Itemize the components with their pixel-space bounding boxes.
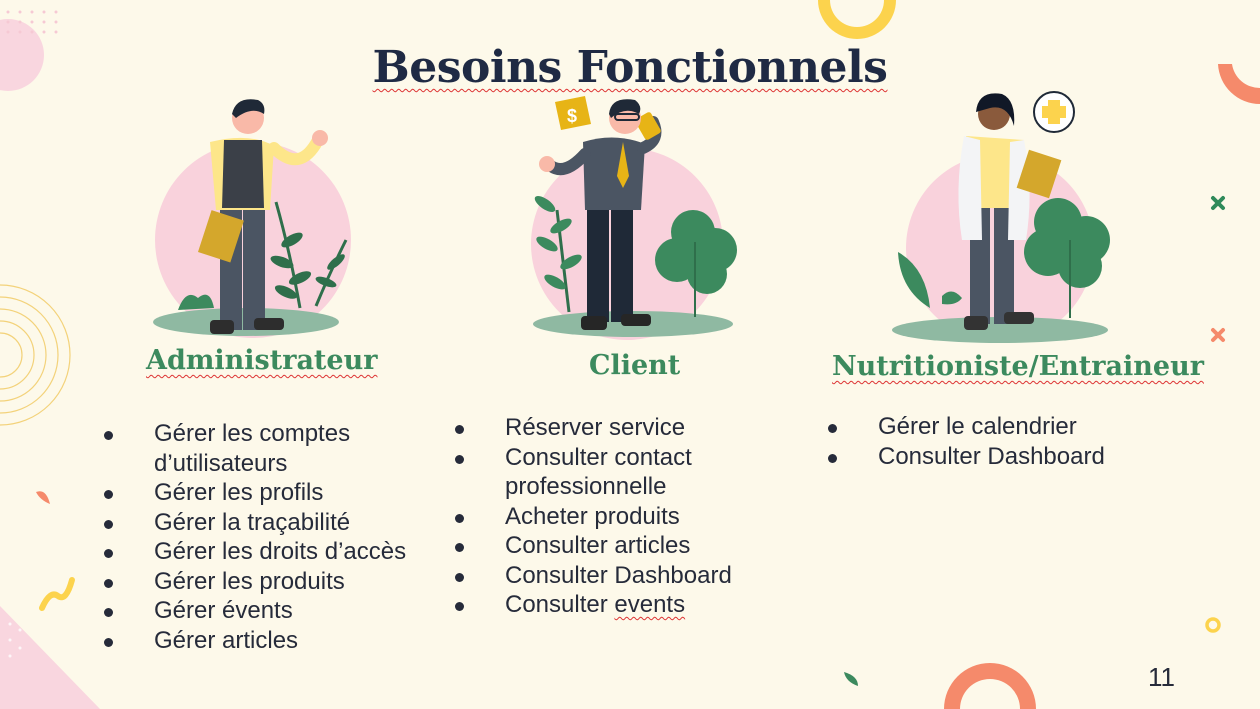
- client-illustration: $: [531, 96, 737, 340]
- yellow-ring-decoration: [818, 0, 896, 39]
- slide-title: Besoins Fonctionnels: [372, 42, 888, 93]
- list-item: Gérer les comptes d’utilisateurs: [104, 419, 424, 478]
- list-item: Consulter Dashboard: [455, 561, 775, 591]
- list-item: Gérer évents: [104, 596, 424, 626]
- coral-cross-decoration: [1211, 328, 1225, 342]
- role-client: Client: [589, 350, 681, 381]
- coral-half-ring-decoration: [944, 663, 1036, 709]
- list-item: Gérer les droits d’accès: [104, 537, 424, 567]
- svg-text:$: $: [567, 106, 577, 126]
- yellow-small-ring-decoration: [1205, 617, 1221, 633]
- list-item: Gérer les profils: [104, 478, 424, 508]
- list-item: Consulter contact professionnelle: [455, 443, 775, 502]
- list-item: Gérer le calendrier: [828, 412, 1168, 442]
- list-item: Gérer la traçabilité: [104, 508, 424, 538]
- green-leaf-decoration: [844, 672, 858, 686]
- green-cross-decoration: [1211, 196, 1225, 210]
- list-item: Acheter produits: [455, 502, 775, 532]
- list-item: Consulter articles: [455, 531, 775, 561]
- nutritioniste-needs-list: Gérer le calendrier Consulter Dashboard: [828, 412, 1168, 471]
- client-needs-list: Réserver service Consulter contact profe…: [455, 413, 775, 620]
- concentric-arcs-decoration: [0, 284, 71, 426]
- coral-arc-decoration: [1218, 64, 1260, 105]
- list-item: Réserver service: [455, 413, 775, 443]
- list-item: Consulter events: [455, 590, 775, 620]
- role-administrateur: Administrateur: [146, 345, 378, 376]
- yellow-squiggle-decoration: [39, 577, 75, 611]
- administrateur-needs-list: Gérer les comptes d’utilisateurs Gérer l…: [104, 419, 424, 655]
- page-number: 11: [1148, 662, 1175, 692]
- role-nutritioniste: Nutritioniste/Entraineur: [832, 351, 1204, 382]
- pink-triangle-decoration: [0, 606, 100, 709]
- list-item: Consulter Dashboard: [828, 442, 1168, 472]
- administrator-illustration: [153, 99, 351, 338]
- list-item: Gérer articles: [104, 626, 424, 656]
- dot-grid-decoration: [6, 10, 58, 34]
- nutritionist-illustration: [892, 91, 1110, 343]
- coral-leaf-decoration: [36, 491, 50, 504]
- list-item: Gérer les produits: [104, 567, 424, 597]
- pink-circle-decoration: [0, 19, 44, 91]
